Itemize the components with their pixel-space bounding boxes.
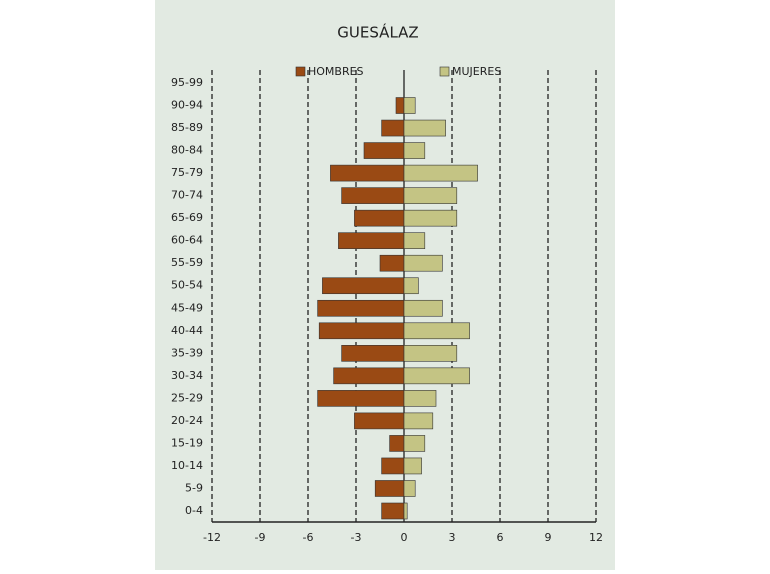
- bar: [403, 412, 434, 430]
- y-tick-label: 10-14: [171, 459, 203, 472]
- y-tick-label: 85-89: [171, 121, 203, 134]
- x-tick-label: -9: [255, 531, 266, 544]
- bar: [381, 502, 405, 520]
- chart-title: GUESÁLAZ: [337, 23, 418, 42]
- y-tick-label: 90-94: [171, 99, 203, 112]
- x-tick-label: -6: [303, 531, 314, 544]
- bar: [403, 435, 426, 452]
- y-tick-label: 20-24: [171, 414, 203, 427]
- y-tick-label: 45-49: [171, 301, 203, 314]
- y-tick-label: 65-69: [171, 211, 203, 224]
- legend-swatch: [439, 66, 450, 77]
- bar: [403, 232, 426, 249]
- x-tick-label: -12: [203, 531, 221, 544]
- bar: [403, 142, 426, 159]
- bar: [318, 322, 405, 340]
- bar: [317, 299, 405, 317]
- bar: [330, 164, 405, 182]
- bar: [354, 412, 405, 430]
- bar: [379, 254, 405, 272]
- legend-label: HOMBRES: [308, 65, 364, 78]
- y-tick-label: 75-79: [171, 166, 203, 179]
- y-tick-label: 80-84: [171, 144, 203, 157]
- bar: [403, 345, 458, 362]
- y-tick-label: 40-44: [171, 324, 203, 337]
- bar: [381, 119, 405, 137]
- x-tick-label: 12: [589, 531, 603, 544]
- x-tick-label: -3: [351, 531, 362, 544]
- y-tick-label: 60-64: [171, 234, 203, 247]
- y-tick-label: 50-54: [171, 279, 203, 292]
- bar: [403, 254, 443, 272]
- bar: [363, 142, 405, 159]
- y-tick-label: 55-59: [171, 256, 203, 269]
- x-tick-label: 6: [497, 531, 504, 544]
- y-tick-label: 15-19: [171, 436, 203, 449]
- y-tick-label: 0-4: [185, 504, 203, 517]
- bar: [403, 322, 470, 340]
- y-tick-label: 70-74: [171, 189, 203, 202]
- y-tick-label: 95-99: [171, 76, 203, 89]
- bar: [403, 367, 470, 385]
- x-tick-label: 3: [449, 531, 456, 544]
- bar: [341, 345, 405, 362]
- bar: [403, 97, 416, 114]
- bar: [403, 277, 419, 295]
- bar: [403, 457, 422, 475]
- bar: [403, 119, 446, 137]
- bar: [389, 435, 405, 452]
- bar: [381, 457, 405, 475]
- bar: [403, 299, 443, 317]
- bar: [374, 480, 405, 497]
- bar: [403, 480, 416, 497]
- bar: [338, 232, 405, 249]
- bar: [333, 367, 405, 385]
- x-tick-label: 9: [545, 531, 552, 544]
- bar: [317, 390, 405, 407]
- bar: [395, 97, 405, 114]
- y-tick-label: 35-39: [171, 346, 203, 359]
- legend-label: MUJERES: [452, 65, 501, 78]
- bar: [403, 209, 458, 227]
- y-tick-label: 30-34: [171, 369, 203, 382]
- y-tick-label: 25-29: [171, 391, 203, 404]
- bar: [354, 209, 405, 227]
- bar: [341, 187, 405, 204]
- legend-swatch: [295, 66, 306, 77]
- bar: [322, 277, 405, 295]
- bar: [403, 164, 478, 182]
- x-tick-label: 0: [401, 531, 408, 544]
- bar: [403, 187, 458, 204]
- bar: [403, 502, 408, 520]
- bar: [403, 390, 437, 407]
- y-tick-label: 5-9: [185, 481, 203, 494]
